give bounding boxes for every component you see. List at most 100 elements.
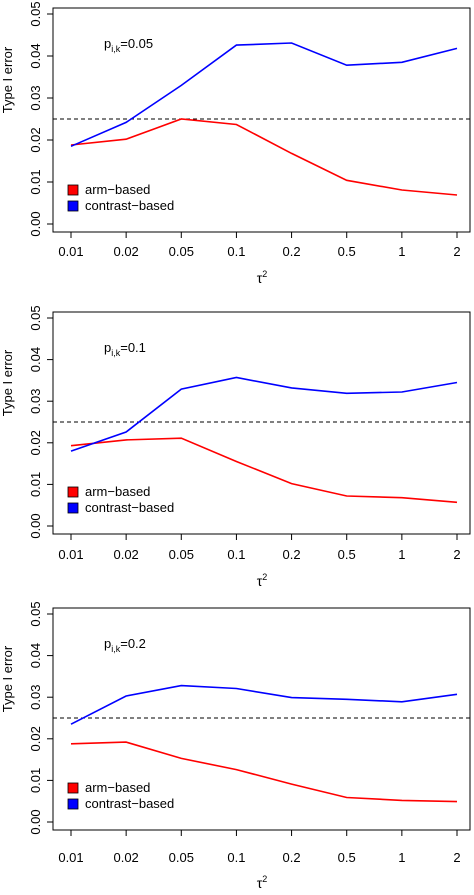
annotation-subscript: i,k: [111, 44, 121, 54]
y-tick-label: 0.04: [28, 643, 43, 668]
x-tick-label: 2: [453, 244, 460, 259]
x-axis-label: τ2: [257, 269, 268, 286]
x-axis-label-superscript: 2: [262, 269, 267, 279]
x-tick-label: 0.5: [338, 547, 356, 562]
y-tick-label: 0.05: [28, 305, 43, 330]
legend-swatch: [67, 200, 79, 212]
x-tick-label: 0.02: [113, 547, 138, 562]
series-line-contrast-based: [70, 684, 458, 725]
y-tick-label: 0.01: [28, 169, 43, 194]
y-tick-label: 0.03: [28, 389, 43, 414]
legend-swatch: [67, 184, 79, 196]
y-tick-label: 0.03: [28, 85, 43, 110]
x-tick-label: 0.01: [58, 850, 83, 865]
y-axis: 0.00 0.01 0.02 0.03 0.04 0.05: [28, 305, 53, 539]
x-tick-label: 0.2: [283, 244, 301, 259]
panel-annotation: pi,k=0.2: [104, 636, 146, 654]
x-tick-label: 1: [398, 244, 405, 259]
legend-label: arm−based: [85, 780, 150, 795]
x-tick-label: 2: [453, 547, 460, 562]
legend-label: contrast−based: [85, 500, 174, 515]
y-axis: 0.00 0.01 0.02 0.03 0.04 0.05: [28, 1, 53, 237]
y-axis: 0.00 0.01 0.02 0.03 0.04 0.05: [28, 601, 53, 835]
x-axis-label-base: τ: [257, 573, 263, 589]
annotation-value: =0.05: [120, 36, 153, 51]
legend-label: arm−based: [85, 182, 150, 197]
x-tick-label: 0.05: [169, 850, 194, 865]
x-axis: 0.01 0.02 0.05 0.1 0.2 0.5 1 2: [58, 232, 461, 259]
x-tick-label: 2: [453, 850, 460, 865]
series-line-arm-based: [70, 741, 458, 803]
plot-frame: [52, 607, 471, 831]
annotation-base: p: [104, 636, 111, 651]
x-tick-label: 0.1: [227, 547, 245, 562]
y-axis-label: Type I error: [0, 46, 15, 113]
annotation-base: p: [104, 340, 111, 355]
y-axis-label: Type I error: [0, 349, 15, 416]
y-tick-label: 0.02: [28, 127, 43, 152]
y-tick-label: 0.05: [28, 1, 43, 26]
chart-panel-1: 0.00 0.01 0.02 0.03 0.04 0.05 Type I error 0.01…: [0, 1, 471, 286]
series-line-contrast-based: [70, 42, 458, 148]
x-axis-label: τ2: [257, 874, 268, 891]
legend-swatch: [67, 782, 79, 794]
legend-label: contrast−based: [85, 198, 174, 213]
series-line-contrast-based: [70, 376, 458, 452]
y-tick-label: 0.02: [28, 430, 43, 455]
x-tick-label: 0.2: [283, 850, 301, 865]
x-tick-label: 0.5: [338, 850, 356, 865]
x-axis-label-base: τ: [257, 875, 263, 891]
panel-annotation: pi,k=0.1: [104, 340, 146, 358]
y-tick-label: 0.03: [28, 685, 43, 710]
x-tick-label: 0.01: [58, 547, 83, 562]
x-tick-label: 0.05: [169, 244, 194, 259]
series-line-arm-based: [70, 118, 458, 196]
annotation-value: =0.1: [120, 340, 146, 355]
y-tick-label: 0.01: [28, 472, 43, 497]
plot-frame: [52, 311, 471, 535]
x-axis-label: τ2: [257, 572, 268, 589]
x-axis: 0.01 0.02 0.05 0.1 0.2 0.5 1 2: [58, 830, 461, 865]
annotation-subscript: i,k: [111, 348, 121, 358]
y-axis-label: Type I error: [0, 645, 15, 712]
chart-panel-2: 0.00 0.01 0.02 0.03 0.04 0.05 Type I error 0.01…: [0, 305, 471, 589]
x-tick-label: 0.02: [113, 244, 138, 259]
chart-panel-3: 0.00 0.01 0.02 0.03 0.04 0.05 Type I error 0.01…: [0, 601, 471, 891]
plot-frame: [52, 7, 471, 233]
y-tick-label: 0.00: [28, 513, 43, 538]
x-tick-label: 0.1: [227, 850, 245, 865]
x-axis-label-base: τ: [257, 270, 263, 286]
annotation-base: p: [104, 36, 111, 51]
x-tick-label: 1: [398, 547, 405, 562]
x-axis: 0.01 0.02 0.05 0.1 0.2 0.5 1 2: [58, 534, 461, 562]
annotation-value: =0.2: [120, 636, 146, 651]
x-tick-label: 0.02: [113, 850, 138, 865]
x-tick-label: 0.5: [338, 244, 356, 259]
x-tick-label: 0.1: [227, 244, 245, 259]
legend-swatch: [67, 486, 79, 498]
annotation-subscript: i,k: [111, 644, 121, 654]
x-axis-label-superscript: 2: [262, 874, 267, 884]
legend-label: contrast−based: [85, 796, 174, 811]
y-tick-label: 0.04: [28, 43, 43, 68]
x-tick-label: 0.01: [58, 244, 83, 259]
y-tick-label: 0.04: [28, 347, 43, 372]
x-tick-label: 0.05: [169, 547, 194, 562]
x-tick-label: 0.2: [283, 547, 301, 562]
y-tick-label: 0.02: [28, 726, 43, 751]
series-line-arm-based: [70, 437, 458, 504]
legend-label: arm−based: [85, 484, 150, 499]
y-tick-label: 0.00: [28, 211, 43, 236]
y-tick-label: 0.00: [28, 809, 43, 834]
panel-annotation: pi,k=0.05: [104, 36, 153, 54]
x-tick-label: 1: [398, 850, 405, 865]
y-tick-label: 0.05: [28, 601, 43, 626]
legend-swatch: [67, 502, 79, 514]
legend-swatch: [67, 798, 79, 810]
x-axis-label-superscript: 2: [262, 572, 267, 582]
y-tick-label: 0.01: [28, 768, 43, 793]
